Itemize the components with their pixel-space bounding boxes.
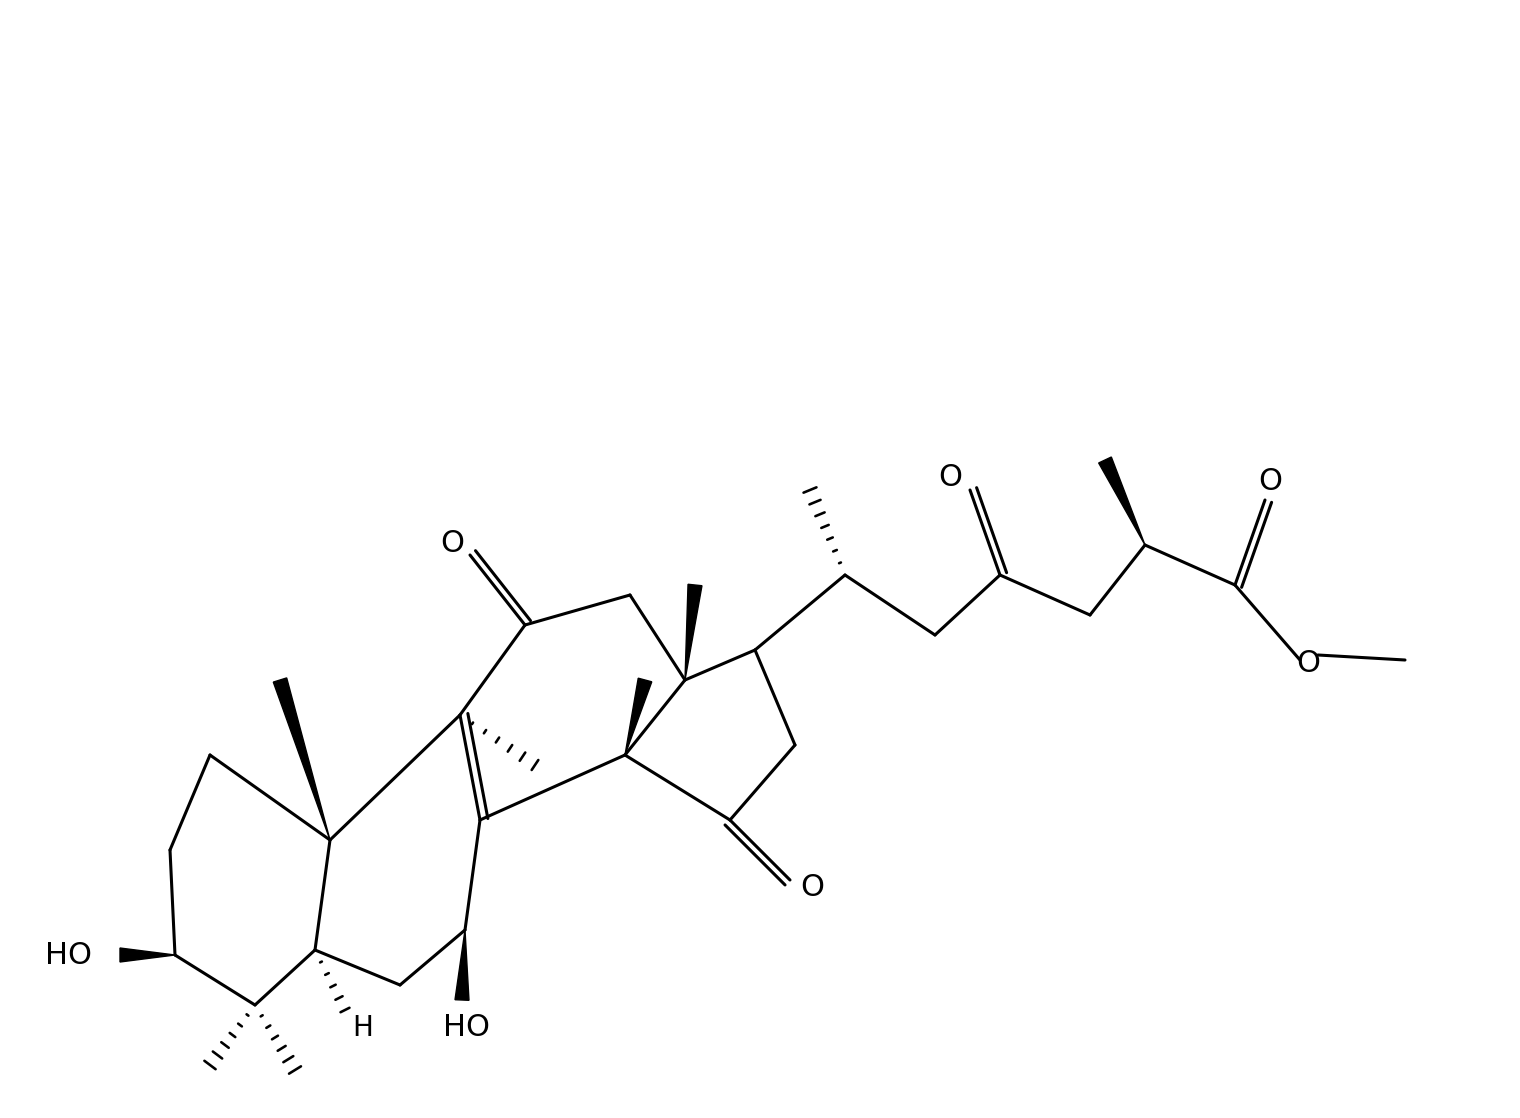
Polygon shape — [120, 948, 175, 961]
Text: HO: HO — [444, 1014, 491, 1042]
Polygon shape — [686, 585, 702, 680]
Text: O: O — [800, 873, 824, 902]
Text: O: O — [439, 529, 464, 558]
Polygon shape — [625, 679, 652, 755]
Text: HO: HO — [46, 940, 93, 969]
Polygon shape — [274, 678, 330, 840]
Polygon shape — [1099, 457, 1145, 544]
Text: H: H — [353, 1014, 374, 1042]
Text: O: O — [1259, 467, 1281, 496]
Text: O: O — [1297, 650, 1319, 679]
Polygon shape — [454, 930, 470, 1001]
Text: O: O — [938, 464, 962, 493]
